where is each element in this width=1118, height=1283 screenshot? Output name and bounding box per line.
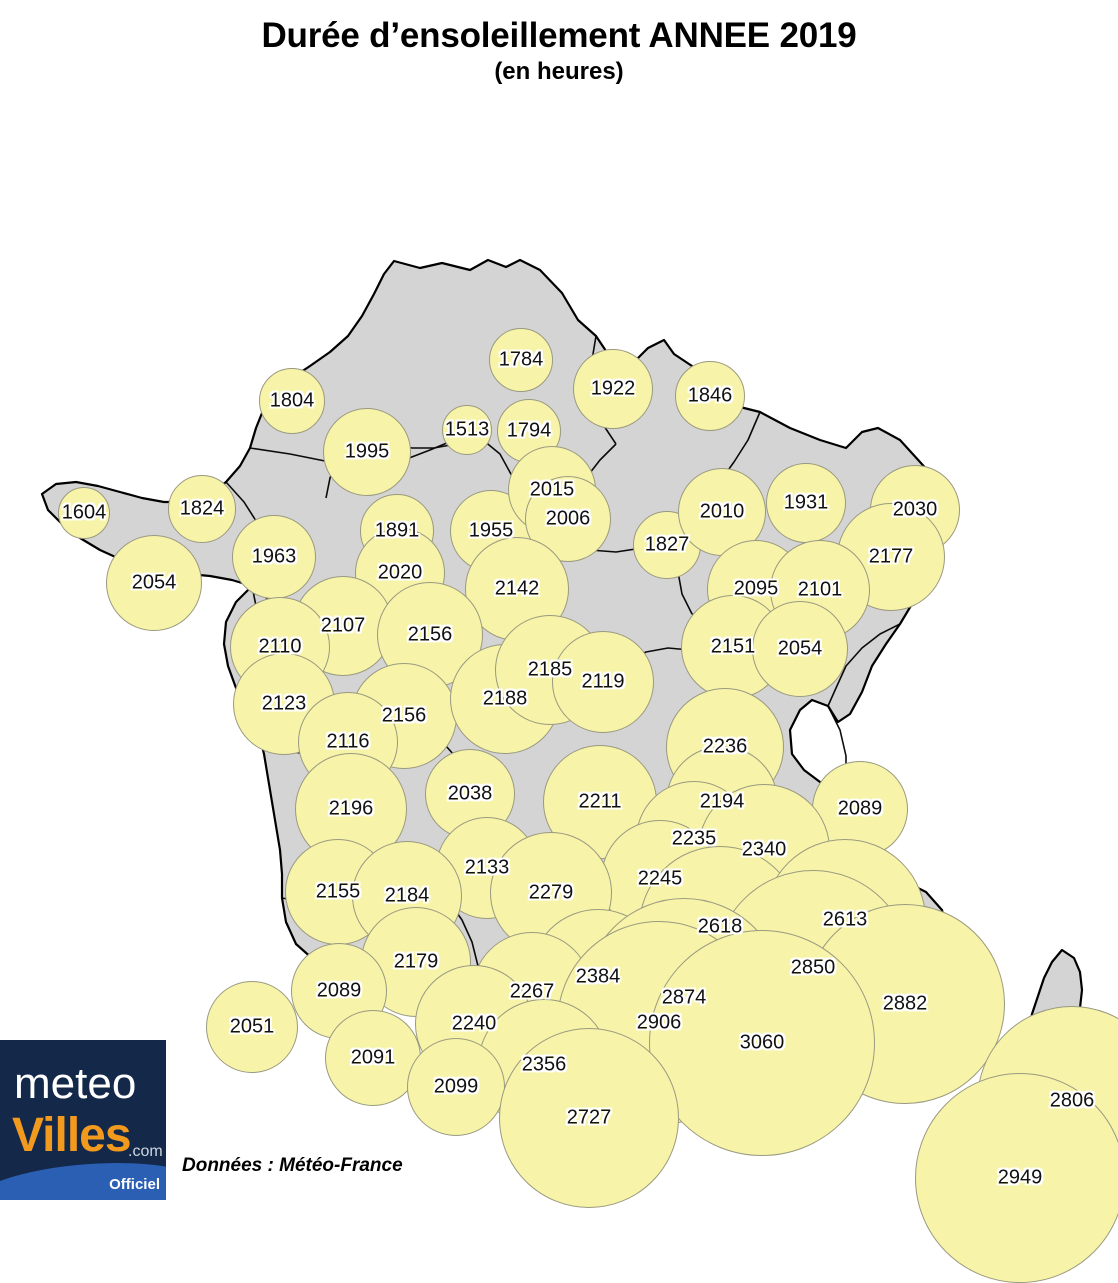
- meteovilles-logo[interactable]: meteo Villes .com Officiel: [0, 1040, 166, 1200]
- sunshine-bubble-label: 1922: [590, 377, 636, 400]
- sunshine-bubble: [106, 535, 202, 631]
- sunshine-bubble-label: 2099: [433, 1075, 479, 1098]
- sunshine-bubble-label: 2188: [482, 687, 528, 710]
- sunshine-bubble: [232, 515, 316, 599]
- sunshine-bubble-label: 2156: [381, 704, 427, 727]
- sunshine-bubble-label: 2356: [521, 1053, 567, 1076]
- sunshine-bubble-label: 2156: [407, 623, 453, 646]
- sunshine-bubble: [573, 349, 653, 429]
- sunshine-bubble: [206, 981, 298, 1073]
- sunshine-bubble-label: 2010: [699, 500, 745, 523]
- sunshine-bubble-label: 2179: [393, 950, 439, 973]
- title-main: Durée d’ensoleillement ANNEE 2019: [261, 16, 857, 55]
- sunshine-bubble-label: 2142: [494, 577, 540, 600]
- sunshine-bubble: [766, 463, 846, 543]
- sunshine-bubble: [168, 475, 236, 543]
- bubble-layer: 1804 1995 1784 1513 1794 1922 1846 1604 1824 1963…: [0, 110, 1118, 1283]
- sunshine-bubble-label: 2123: [261, 692, 307, 715]
- sunshine-bubble-label: 2245: [637, 867, 683, 890]
- sunshine-bubble-label: 2882: [882, 992, 928, 1015]
- sunshine-bubble-label: 2240: [451, 1012, 497, 1035]
- france-sunshine-map: 1804 1995 1784 1513 1794 1922 1846 1604 1824 1963…: [0, 110, 1118, 1283]
- sunshine-bubble-label: 2177: [868, 545, 914, 568]
- sunshine-bubble-label: 1794: [506, 419, 552, 442]
- sunshine-bubble-label: 1891: [374, 519, 420, 542]
- sunshine-bubble-label: 2091: [350, 1046, 396, 1069]
- sunshine-bubble-label: 2015: [529, 478, 575, 501]
- logo-officiel-badge: Officiel: [109, 1176, 160, 1193]
- sunshine-bubble-label: 2119: [581, 670, 625, 693]
- sunshine-bubble-label: 2110: [258, 635, 302, 658]
- sunshine-bubble-label: 2101: [797, 578, 843, 601]
- sunshine-bubble-label: 1513: [444, 418, 490, 441]
- sunshine-bubble-label: 2020: [377, 561, 423, 584]
- sunshine-bubble-label: 1604: [61, 501, 107, 524]
- sunshine-bubble-label: 2340: [741, 838, 787, 861]
- sunshine-bubble-label: 2727: [566, 1106, 612, 1129]
- sunshine-bubble-label: 2155: [315, 880, 361, 903]
- sunshine-bubble-label: 2151: [710, 635, 756, 658]
- sunshine-bubble-label: 2051: [229, 1015, 275, 1038]
- sunshine-bubble-label: 1827: [644, 533, 690, 556]
- sunshine-bubble-label: 2006: [545, 507, 591, 530]
- sunshine-bubble-label: 2095: [733, 577, 779, 600]
- sunshine-bubble: [649, 930, 875, 1156]
- sunshine-bubble-label: 2054: [131, 571, 177, 594]
- sunshine-bubble-label: 1784: [498, 348, 544, 371]
- sunshine-bubble: [752, 601, 848, 697]
- sunshine-bubble-label: 2089: [316, 979, 362, 1002]
- sunshine-bubble-label: 2806: [1049, 1089, 1095, 1112]
- sunshine-bubble-label: 2613: [822, 908, 868, 931]
- sunshine-bubble-label: 2384: [575, 965, 621, 988]
- sunshine-bubble: [259, 368, 325, 434]
- sunshine-bubble: [323, 408, 411, 496]
- logo-com-text: .com: [128, 1143, 163, 1160]
- data-source-credit: Données : Météo-France: [182, 1155, 403, 1176]
- sunshine-bubble-label: 1931: [783, 491, 829, 514]
- sunshine-bubble-label: 2038: [447, 782, 493, 805]
- sunshine-bubble-label: 1995: [344, 440, 390, 463]
- sunshine-bubble-label: 1963: [251, 545, 297, 568]
- sunshine-bubble-label: 2949: [997, 1166, 1043, 1189]
- sunshine-bubble-label: 2279: [528, 881, 574, 904]
- sunshine-bubble-label: 2030: [892, 498, 938, 521]
- sunshine-bubble-label: 3060: [739, 1031, 785, 1054]
- sunshine-bubble-label: 2107: [320, 614, 366, 637]
- sunshine-bubble: [442, 405, 492, 455]
- sunshine-bubble-label: 2906: [636, 1011, 682, 1034]
- sunshine-bubble-label: 2211: [578, 790, 622, 813]
- logo-meteo-text: meteo: [14, 1059, 137, 1108]
- title-subtitle: (en heures): [494, 58, 624, 86]
- sunshine-bubble-label: 2267: [509, 980, 555, 1003]
- sunshine-bubble-label: 2116: [326, 730, 370, 753]
- sunshine-bubble: [58, 487, 110, 539]
- sunshine-bubble-label: 2184: [384, 884, 430, 907]
- sunshine-bubble-label: 1846: [687, 384, 733, 407]
- sunshine-bubble-label: 2236: [702, 735, 748, 758]
- sunshine-bubble-label: 2235: [671, 827, 717, 850]
- sunshine-bubble-label: 1955: [468, 519, 514, 542]
- logo-villes-text: Villes: [12, 1109, 132, 1162]
- page-title: Durée d’ensoleillement ANNEE 2019 (en he…: [0, 16, 1118, 86]
- sunshine-bubble-label: 2618: [697, 915, 743, 938]
- sunshine-bubble-label: 2054: [777, 637, 823, 660]
- sunshine-bubble-label: 2133: [464, 856, 510, 879]
- sunshine-bubble: [489, 328, 553, 392]
- sunshine-bubble: [499, 1028, 679, 1208]
- sunshine-bubble: [675, 361, 745, 431]
- sunshine-bubble-label: 2196: [328, 797, 374, 820]
- sunshine-bubble-label: 2194: [699, 790, 745, 813]
- sunshine-bubble-label: 1804: [269, 389, 315, 412]
- sunshine-bubble-label: 2185: [527, 658, 573, 681]
- sunshine-bubble-label: 1824: [179, 497, 225, 520]
- sunshine-bubble: [552, 631, 654, 733]
- sunshine-bubble-label: 2089: [837, 797, 883, 820]
- sunshine-bubble-label: 2850: [790, 956, 836, 979]
- sunshine-bubble-label: 2874: [661, 986, 707, 1009]
